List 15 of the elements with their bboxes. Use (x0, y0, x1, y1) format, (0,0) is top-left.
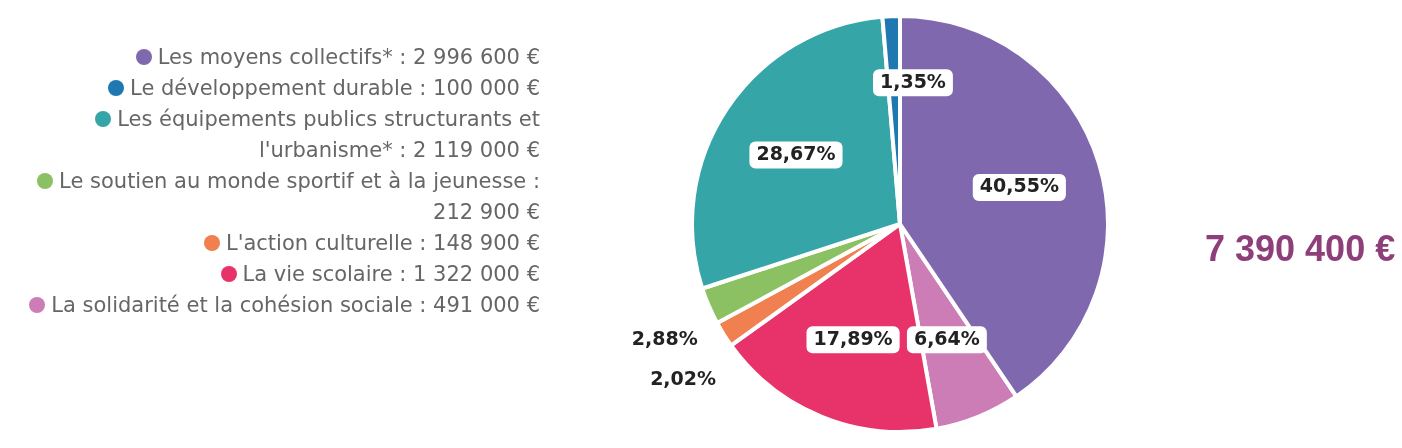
legend-label: L'action culturelle : 148 900 € (225, 230, 540, 257)
data-label: 2,88% (631, 327, 698, 350)
data-label: 40,55% (979, 174, 1059, 197)
text: 7 390 400 € (1205, 228, 1396, 270)
legend-label: Le développement durable : 100 000 € (129, 75, 540, 102)
data-label: 28,67% (756, 141, 836, 164)
data-label: 6,64% (913, 326, 980, 349)
data-label: 17,89% (813, 326, 893, 349)
data-label: 1,35% (879, 69, 946, 92)
legend-label: Les équipements publics structurants et l'urbanisme* : 2 119 000 € (116, 106, 540, 164)
legend-label: La vie scolaire : 1 322 000 € (241, 261, 540, 288)
data-label: 2,02% (650, 367, 717, 390)
legend-label: Les moyens collectifs* : 2 996 600 € (156, 44, 540, 71)
legend-label: La solidarité et la cohésion sociale : 491 000 € (50, 292, 540, 319)
legend-label: Le soutien au monde sportif et à la jeunesse : 212 900 € (58, 168, 540, 226)
